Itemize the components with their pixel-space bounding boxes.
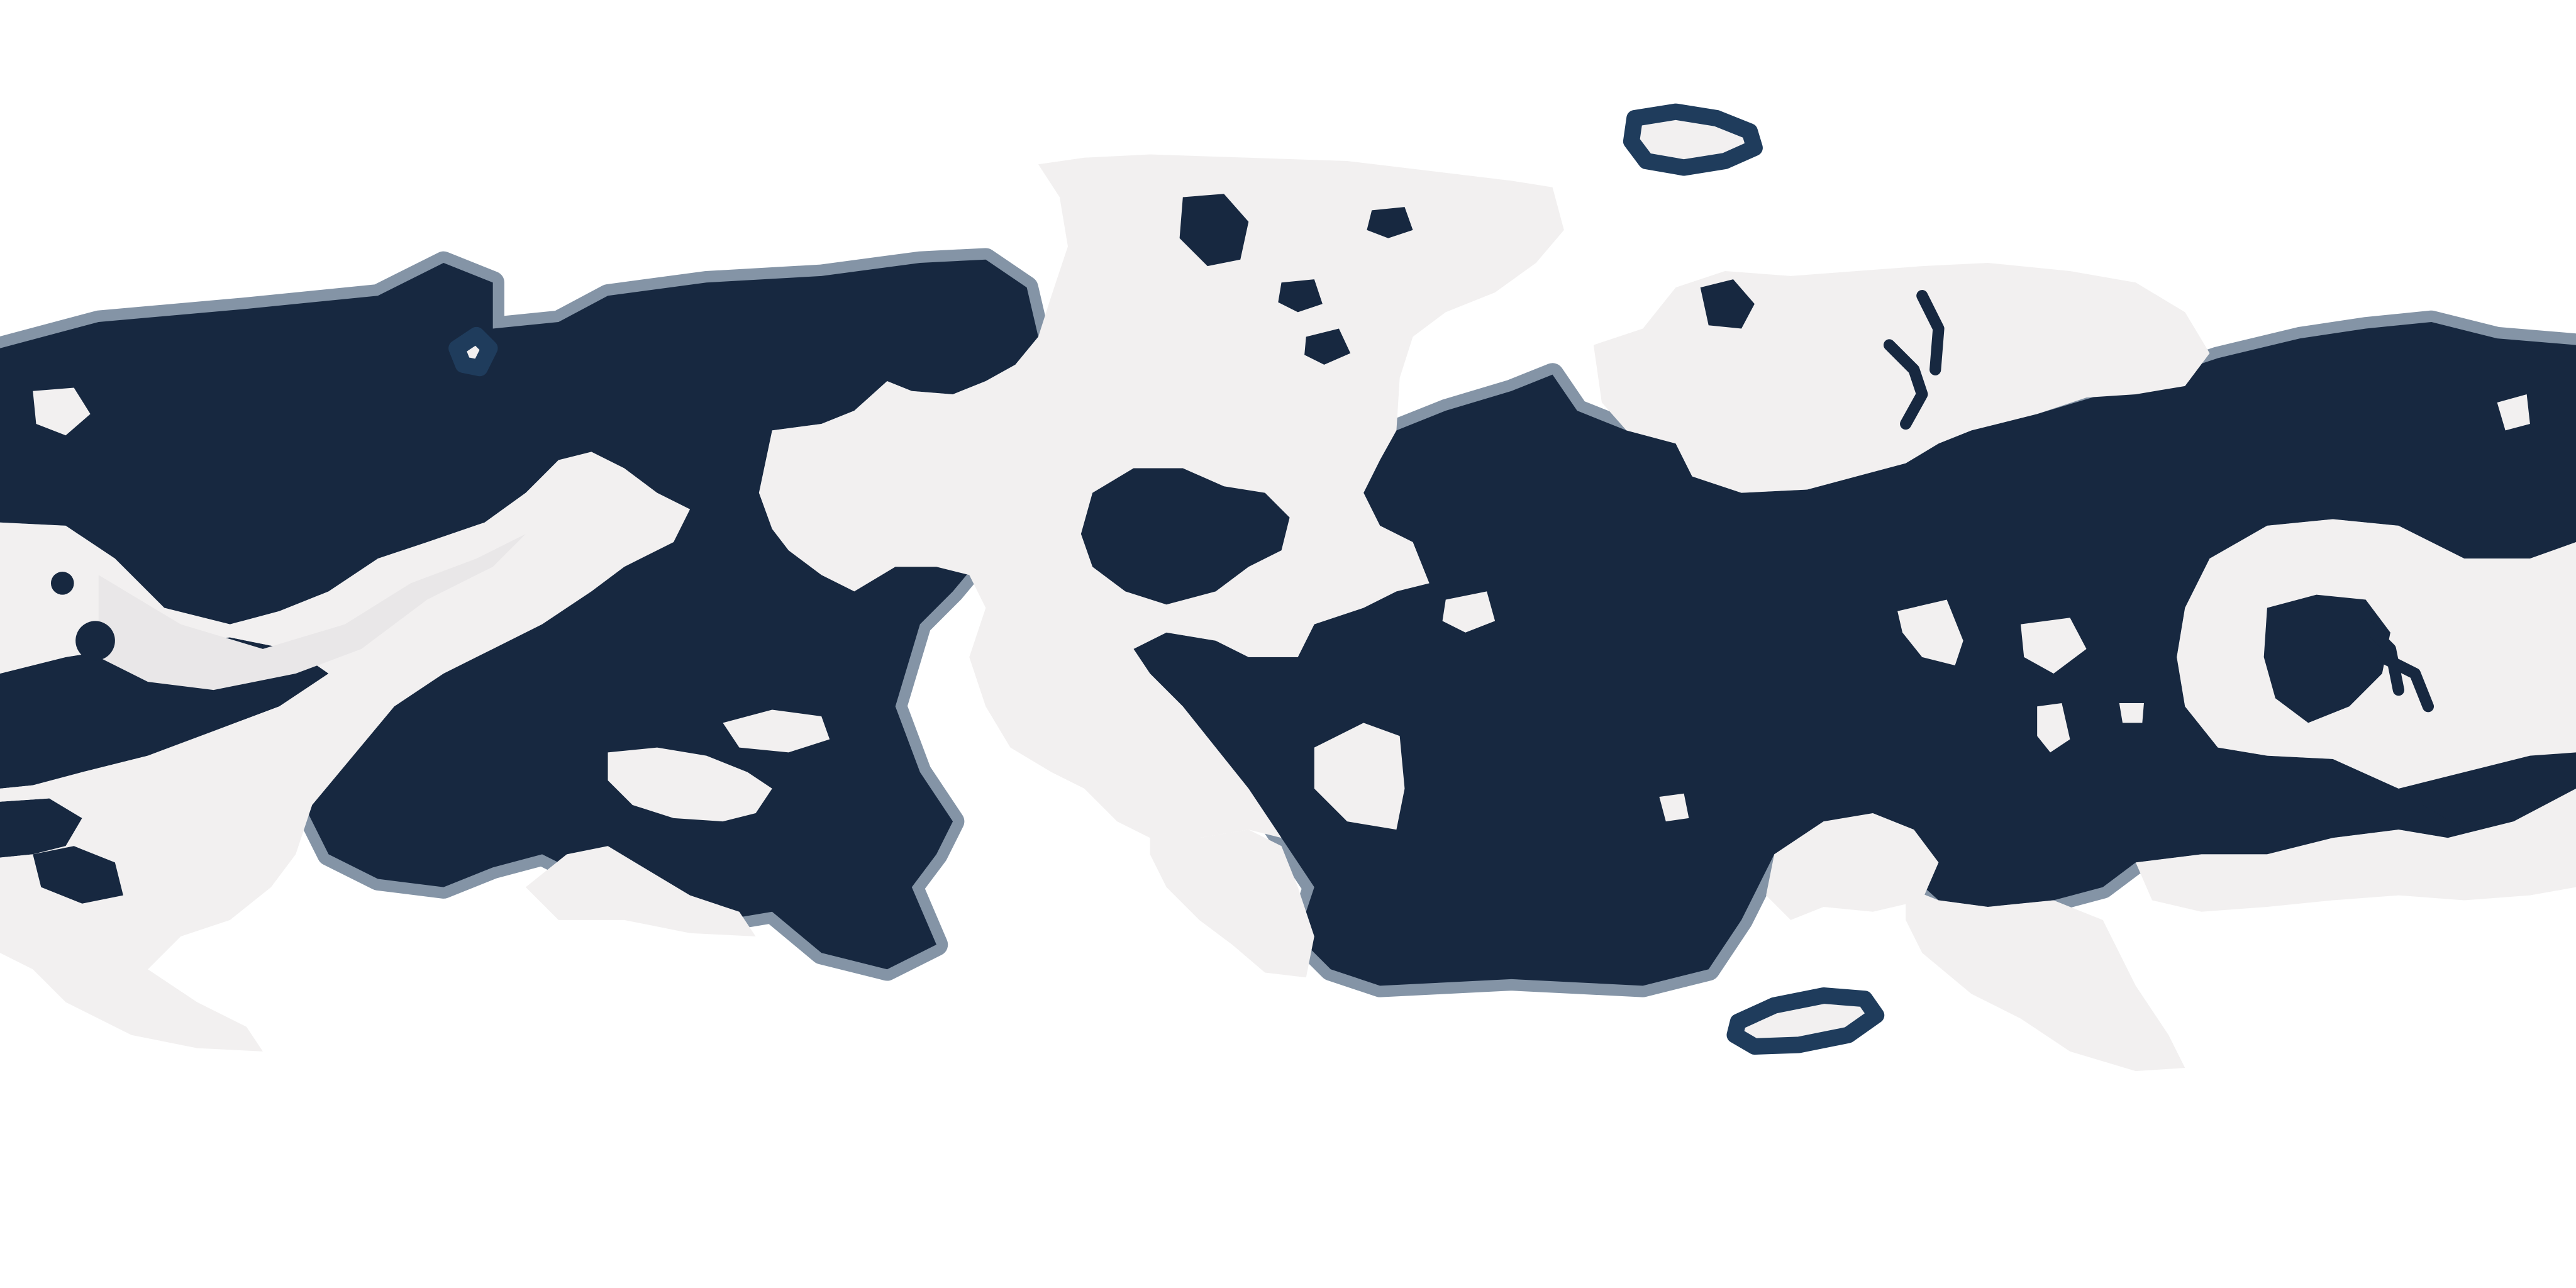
- inland-sea-north-fill: [1080, 468, 1290, 605]
- island-west-1: [33, 387, 91, 436]
- island-east-1: [2497, 394, 2530, 431]
- island-central-1: [1897, 599, 1963, 665]
- outer-islands: [448, 103, 1885, 1055]
- landmass-south-isthmus-island: [1314, 723, 1405, 830]
- continent-west-relief: [98, 533, 526, 691]
- island-central-2: [2021, 618, 2087, 674]
- continent-south-central: [608, 747, 772, 822]
- landmass-southeast-peninsula: [1906, 887, 2185, 1072]
- landmass-southeast-islands: [1766, 813, 1939, 920]
- island-central-3: [2037, 703, 2070, 753]
- island-arctic: [1623, 103, 1763, 176]
- continent-northeast: [1593, 262, 2210, 493]
- river-east: [2360, 618, 2434, 713]
- lake-north-3: [1278, 279, 1323, 313]
- island-central-6: [1442, 591, 1496, 633]
- river-northeast: [1883, 290, 1945, 430]
- lake-north-2: [1367, 207, 1413, 238]
- ocean-central: [1133, 322, 2576, 986]
- continent-west: [0, 452, 691, 1052]
- lake-west-2: [75, 621, 115, 661]
- ocean-east-basin-fill: [2263, 594, 2390, 723]
- land-layer: [0, 154, 2576, 1072]
- lake-west-1: [50, 572, 74, 595]
- landmass-south-west: [525, 846, 756, 936]
- island-central-4: [1659, 793, 1689, 822]
- continent-southeast: [2135, 788, 2576, 912]
- island-central-5: [2119, 703, 2144, 723]
- lake-north-4: [1304, 328, 1351, 365]
- lake-northeast-1: [1700, 279, 1755, 329]
- continent-south-central-2: [723, 709, 830, 753]
- ocean-west-lower: [0, 798, 82, 858]
- lake-north-1: [1179, 194, 1249, 267]
- island-hook: [448, 326, 498, 377]
- island-south: [1726, 987, 1885, 1055]
- lake-west-3: [33, 846, 123, 904]
- landmass-south-isthmus: [1150, 830, 1314, 978]
